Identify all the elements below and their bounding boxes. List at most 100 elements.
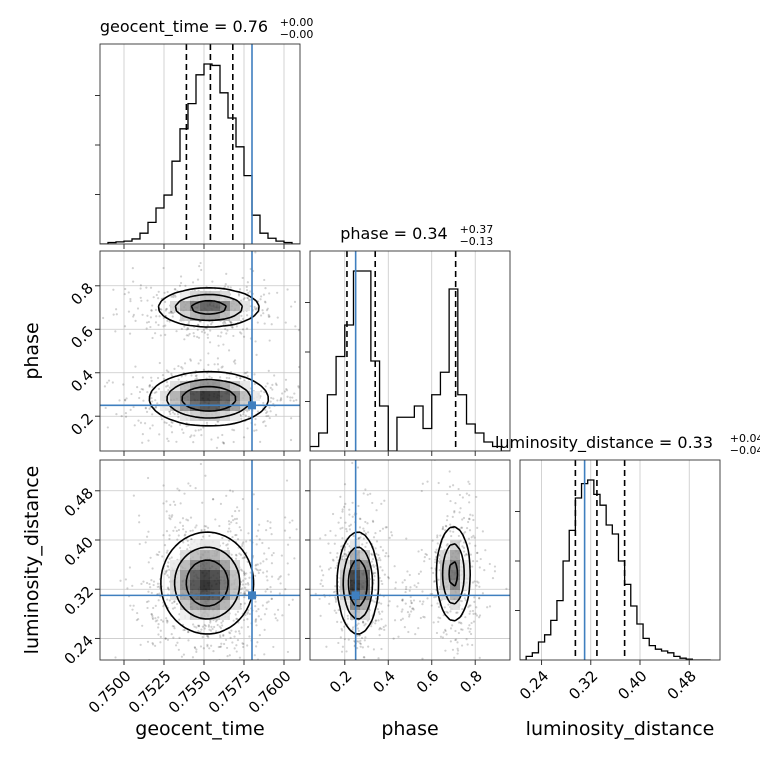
scatter-point (237, 293, 241, 296)
scatter-point (145, 286, 148, 289)
scatter-point (156, 585, 159, 588)
scatter-point (141, 313, 144, 316)
scatter-point (224, 452, 226, 454)
scatter-point (328, 602, 331, 605)
scatter-point (465, 553, 468, 556)
scatter-point (453, 511, 456, 514)
scatter-point (265, 601, 269, 604)
scatter-point (118, 399, 121, 402)
scatter-point (246, 644, 249, 647)
scatter-point (463, 597, 466, 600)
scatter-point (178, 666, 180, 668)
scatter-point (188, 320, 191, 323)
scatter-point (405, 537, 408, 540)
scatter-point (170, 633, 173, 636)
scatter-point (401, 599, 404, 602)
scatter-point (473, 536, 476, 539)
scatter-point (451, 681, 453, 683)
scatter-point (226, 654, 229, 658)
scatter-point (185, 518, 188, 521)
scatter-point (263, 278, 266, 282)
scatter-point (152, 296, 155, 299)
scatter-point (129, 297, 132, 301)
scatter-point (362, 620, 365, 623)
scatter-point (119, 579, 122, 582)
scatter-point (304, 309, 306, 311)
scatter-point (377, 610, 380, 614)
scatter-point (451, 624, 454, 627)
scatter-point (164, 570, 168, 573)
scatter-point (297, 328, 300, 332)
scatter-point (182, 541, 185, 544)
scatter-point (140, 387, 143, 391)
scatter-point (199, 462, 203, 466)
scatter-point (159, 308, 162, 311)
scatter-point (234, 630, 237, 633)
scatter-point (450, 534, 453, 538)
scatter-point (280, 554, 283, 557)
scatter-point (370, 552, 373, 555)
scatter-point (345, 554, 348, 558)
scatter-point (210, 376, 213, 379)
marginal-title: phase = 0.34 (340, 224, 447, 243)
scatter-point (339, 516, 342, 520)
scatter-point (460, 526, 463, 529)
scatter-point (170, 311, 173, 315)
scatter-point (206, 643, 209, 646)
scatter-point (436, 536, 439, 539)
scatter-point (164, 300, 167, 304)
scatter-point (278, 576, 281, 579)
scatter-point (197, 665, 199, 667)
scatter-point (127, 291, 130, 294)
scatter-point (145, 410, 149, 413)
scatter-point (255, 563, 258, 566)
density-cell (360, 570, 370, 580)
scatter-point (364, 488, 367, 491)
scatter-point (449, 627, 453, 630)
scatter-point (357, 622, 360, 625)
scatter-point (183, 325, 186, 328)
scatter-point (165, 369, 168, 372)
scatter-point (385, 552, 388, 555)
scatter-point (239, 553, 243, 556)
scatter-point (243, 572, 246, 575)
panel-frame (99, 43, 301, 245)
scatter-point (176, 487, 179, 490)
density-cell (460, 560, 470, 570)
scatter-point (232, 619, 235, 622)
scatter-point (207, 625, 210, 628)
scatter-point (147, 530, 150, 533)
scatter-point (279, 582, 282, 585)
title-minus-error: −0.13 (460, 235, 494, 248)
scatter-point (462, 541, 466, 544)
x-tick-label: 0.48 (664, 667, 700, 703)
scatter-point (403, 625, 406, 629)
scatter-point (379, 559, 382, 562)
scatter-point (179, 502, 182, 505)
scatter-point (228, 654, 231, 657)
scatter-point (290, 417, 293, 420)
scatter-point (488, 562, 491, 566)
scatter-point (151, 643, 155, 646)
scatter-point (163, 544, 167, 547)
scatter-point (288, 521, 291, 524)
scatter-point (193, 646, 197, 650)
scatter-point (351, 501, 354, 504)
scatter-point (491, 577, 495, 580)
scatter-point (473, 580, 476, 583)
scatter-point (187, 639, 190, 642)
scatter-point (465, 492, 468, 495)
scatter-point (175, 602, 179, 606)
density-cell (200, 411, 210, 421)
scatter-point (221, 619, 225, 623)
scatter-point (377, 619, 380, 622)
scatter-point (478, 585, 481, 588)
scatter-point (379, 529, 382, 533)
scatter-point (182, 431, 185, 434)
scatter-point (259, 298, 262, 301)
scatter-point (194, 374, 197, 378)
scatter-point (205, 525, 208, 528)
scatter-point (158, 361, 161, 365)
scatter-point (388, 600, 391, 603)
scatter-point (263, 552, 266, 555)
